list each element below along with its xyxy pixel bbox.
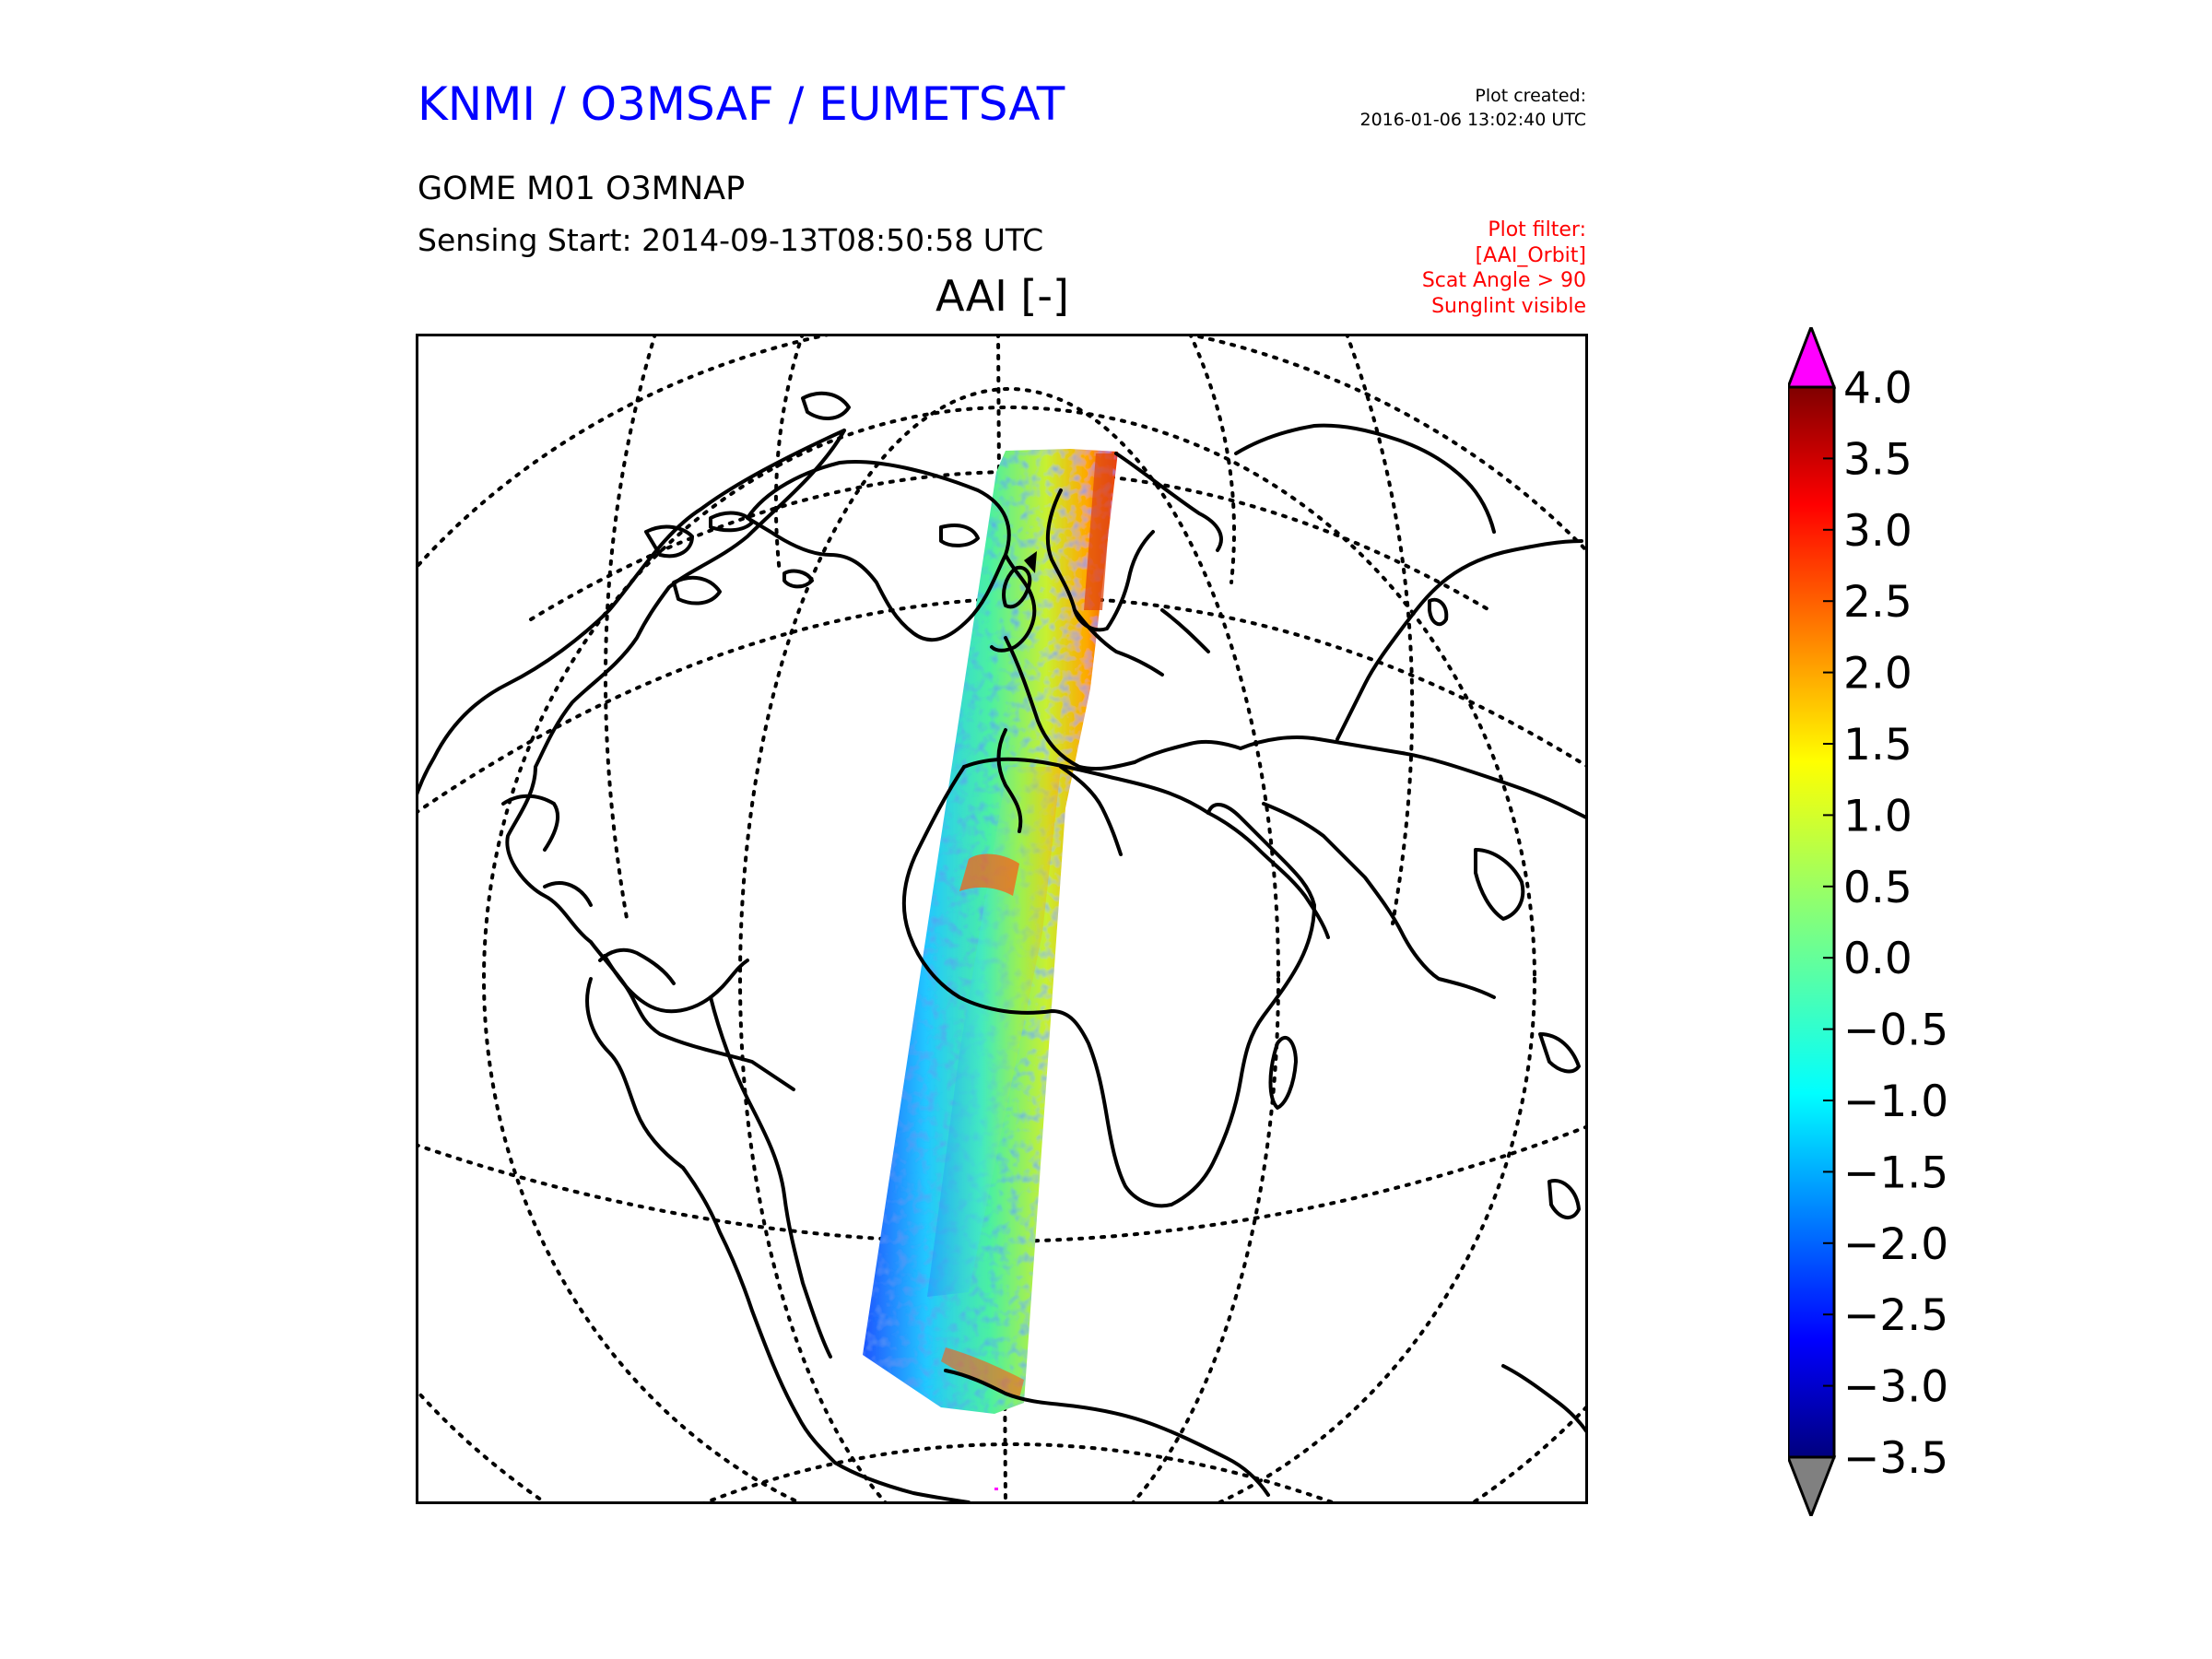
colorbar-tick-label: 2.0 xyxy=(1843,649,1912,700)
colorbar-under-triangle xyxy=(1788,1455,1837,1516)
sensing-start: Sensing Start: 2014-09-13T08:50:58 UTC xyxy=(418,222,1044,258)
product-name: GOME M01 O3MNAP xyxy=(418,171,746,207)
created-label: Plot created: xyxy=(1475,86,1586,106)
colorbar-tick-label: 1.0 xyxy=(1843,791,1912,841)
colorbar-tick-label: 4.0 xyxy=(1843,363,1912,414)
colorbar-tick-label: 2.5 xyxy=(1843,577,1912,628)
colorbar-tick-label: −2.0 xyxy=(1843,1219,1948,1270)
plot-title: AAI [-] xyxy=(935,271,1069,321)
colorbar-tick-label: −3.5 xyxy=(1843,1433,1948,1484)
aai-swath xyxy=(863,449,1118,1414)
colorbar-gradient xyxy=(1788,385,1836,1459)
plot-filter: Plot filter: [AAI_Orbit] Scat Angle > 90… xyxy=(1422,218,1586,319)
plot-created-info: Plot created: 2016-01-06 13:02:40 UTC xyxy=(1360,85,1587,132)
swath-marker xyxy=(1024,551,1037,573)
organization-title: KNMI / O3MSAF / EUMETSAT xyxy=(418,77,1065,131)
colorbar: 4.0 3.5 3.0 2.5 2.0 1.5 1.0 0.5 0.0 −0.5 −1.0 −1.5 −… xyxy=(1788,327,1948,1516)
colorbar-tick-label: 0.0 xyxy=(1843,934,1912,984)
created-timestamp: 2016-01-06 13:02:40 UTC xyxy=(1359,109,1587,130)
colorbar-tick-label: 3.5 xyxy=(1843,434,1912,485)
colorbar-tick-label: 1.5 xyxy=(1843,720,1912,771)
swath-marker xyxy=(994,1488,998,1490)
colorbar-tick-label: 3.0 xyxy=(1843,506,1912,557)
colorbar-tick-label: −2.5 xyxy=(1843,1290,1948,1341)
map-panel xyxy=(416,334,1588,1504)
filter-line: Sunglint visible xyxy=(1431,294,1586,318)
filter-line: [AAI_Orbit] xyxy=(1475,243,1586,267)
colorbar-tick-label: −0.5 xyxy=(1843,1006,1948,1056)
colorbar-tick-label: −1.5 xyxy=(1843,1147,1948,1198)
colorbar-tick-label: −3.0 xyxy=(1843,1362,1948,1413)
coastlines xyxy=(416,391,1588,1504)
colorbar-over-triangle xyxy=(1788,327,1837,389)
filter-line: Scat Angle > 90 xyxy=(1421,269,1586,292)
colorbar-tick-label: −1.0 xyxy=(1843,1077,1948,1127)
filter-line: Plot filter: xyxy=(1488,218,1586,241)
colorbar-tick-label: 0.5 xyxy=(1843,863,1912,913)
map-frame xyxy=(416,334,1588,1504)
